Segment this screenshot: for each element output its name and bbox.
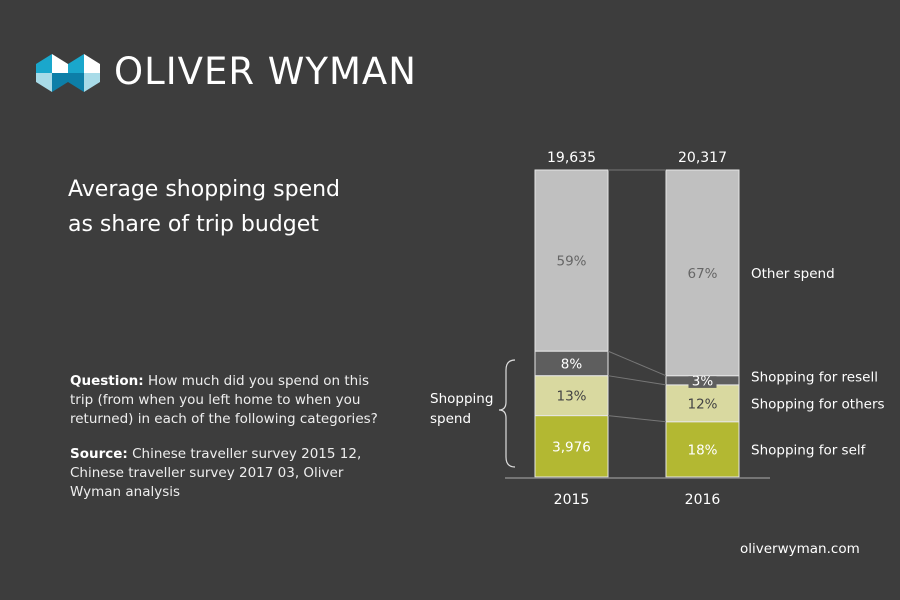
bar-segment	[665, 384, 740, 423]
legend-label: Other spend	[751, 266, 835, 282]
data-label: 12%	[687, 396, 717, 412]
legend-label: Shopping for others	[751, 396, 885, 412]
connector-line	[607, 415, 667, 423]
data-label: 8%	[561, 356, 583, 372]
data-label: 3%	[692, 373, 714, 389]
total-label: 20,317	[678, 150, 727, 166]
connector-line	[607, 375, 667, 386]
source-note: Source: Chinese traveller survey 2015 12…	[70, 445, 390, 502]
title-line-2: as share of trip budget	[68, 212, 319, 237]
title-line-1: Average shopping spend	[68, 177, 341, 202]
bracket	[498, 359, 516, 468]
bar-segment	[534, 169, 609, 352]
source-label: Source:	[70, 446, 128, 462]
x-tick-label: 2016	[685, 492, 721, 508]
source-text: Chinese traveller survey 2015 12, Chines…	[70, 446, 362, 500]
chart-title: Average shopping spend as share of trip …	[68, 172, 388, 242]
brand-name: OLIVER WYMAN	[114, 50, 417, 93]
legend-label: Shopping for self	[751, 442, 867, 458]
bar-segment	[665, 421, 740, 478]
bar-segment	[534, 350, 609, 377]
bar-segment	[665, 169, 740, 377]
legend-label: Shopping for resell	[751, 369, 878, 385]
data-label: 18%	[687, 442, 717, 458]
oliver-wyman-logo-icon	[36, 54, 100, 92]
connector-line	[607, 350, 667, 377]
data-label: 3,976	[552, 439, 591, 455]
footer-url[interactable]: oliverwyman.com	[740, 541, 860, 557]
data-label: 59%	[556, 254, 586, 270]
bar-segment	[534, 375, 609, 417]
x-tick-label: 2015	[554, 492, 590, 508]
label-background	[688, 372, 717, 388]
question-text: How much did you spend on this trip (fro…	[70, 373, 378, 427]
data-label: 13%	[556, 389, 586, 405]
bar-segment	[534, 415, 609, 478]
total-label: 19,635	[547, 150, 596, 166]
bracket-label: Shopping	[430, 391, 493, 407]
question-label: Question:	[70, 373, 144, 389]
bracket-label: spend	[430, 411, 471, 427]
data-label: 67%	[687, 266, 717, 282]
question-note: Question: How much did you spend on this…	[70, 372, 390, 429]
